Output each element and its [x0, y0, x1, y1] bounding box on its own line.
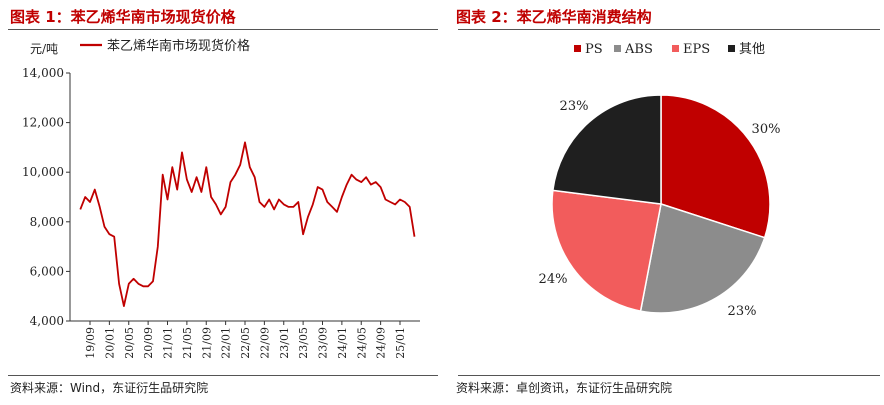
legend-swatch	[728, 45, 735, 52]
pie-chart-title: 图表 2：苯乙烯华南消费结构	[456, 8, 652, 26]
legend-label: PS	[585, 42, 603, 57]
x-tick-label: 23/09	[317, 327, 330, 359]
legend-swatch	[672, 45, 679, 52]
legend-label: ABS	[624, 42, 653, 57]
series-line	[79, 141, 416, 308]
x-tick-label: 24/09	[375, 327, 388, 359]
x-tick-label: 24/01	[336, 327, 349, 359]
x-tick-label: 21/01	[162, 327, 175, 359]
x-tick-label: 20/09	[142, 327, 155, 359]
pie-slice-eps	[551, 189, 662, 312]
legend-label: 其他	[739, 42, 765, 57]
x-tick-label: 24/05	[355, 327, 368, 359]
y-tick-label: 4,000	[30, 314, 64, 328]
pie-chart-source: 资料来源：卓创资讯，东证衍生品研究院	[456, 381, 673, 395]
y-tick-label: 8,000	[30, 215, 64, 229]
pie-slice-abs	[639, 203, 766, 314]
x-tick-label: 22/01	[220, 327, 233, 359]
line-chart-panel: 图表 1：苯乙烯华南市场现货价格 4,000 6,000 8,000 10,000 12…	[8, 8, 438, 395]
x-tick-label: 22/09	[258, 327, 271, 359]
y-axis-label: 元/吨	[30, 42, 58, 56]
title-rule	[458, 29, 880, 30]
x-tick-label: 21/09	[200, 327, 213, 359]
legend-swatch	[574, 45, 581, 52]
line-chart-title: 图表 1：苯乙烯华南市场现货价格	[10, 8, 236, 26]
x-tick-label: 19/09	[84, 327, 97, 359]
legend-label: EPS	[683, 42, 710, 57]
x-tick-label: 25/01	[394, 327, 407, 359]
y-tick-label: 6,000	[30, 264, 64, 278]
x-tick-label: 23/01	[278, 327, 291, 359]
line-chart: 4,000 6,000 8,000 10,000 12,000 14,000 元/吨 19/0…	[22, 38, 420, 359]
title-rule	[8, 29, 438, 30]
pie-data-label: 30%	[752, 122, 781, 137]
legend-label: 苯乙烯华南市场现货价格	[107, 38, 250, 54]
legend-swatch	[614, 45, 621, 52]
pie-data-label: 24%	[539, 272, 568, 287]
pie-chart-panel: 图表 2：苯乙烯华南消费结构 30% 23% 24% 23% PS ABS EPS 其他 资料…	[450, 0, 884, 405]
x-tick-label: 20/05	[123, 327, 136, 359]
pie-slice-其他	[552, 94, 662, 205]
source-rule	[8, 375, 438, 376]
pie-data-label: 23%	[728, 304, 757, 319]
y-tick-label: 12,000	[22, 116, 64, 130]
x-tick-label: 20/01	[103, 327, 116, 359]
pie-data-label: 23%	[560, 99, 589, 114]
y-tick-label: 10,000	[22, 165, 64, 179]
pie-slice-ps	[660, 94, 771, 239]
line-chart-source: 资料来源：Wind，东证衍生品研究院	[10, 381, 209, 395]
y-tick-label: 14,000	[22, 66, 64, 80]
x-tick-label: 23/05	[297, 327, 310, 359]
source-rule	[458, 375, 880, 376]
x-tick-label: 21/05	[181, 327, 194, 359]
x-tick-label: 22/05	[239, 327, 252, 359]
pie-chart: 30% 23% 24% 23% PS ABS EPS 其他	[539, 42, 781, 319]
